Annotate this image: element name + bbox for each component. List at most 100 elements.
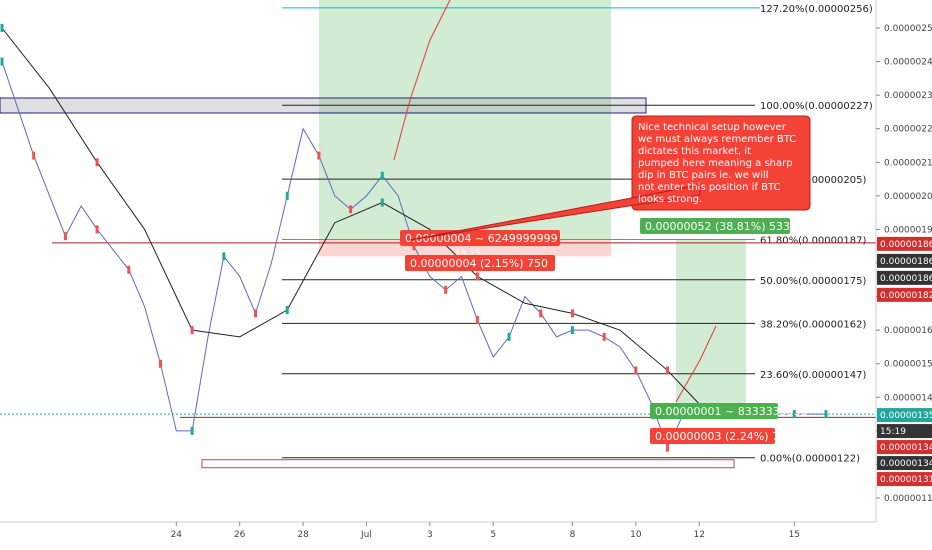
candle-1-10 [475,272,479,281]
note-line-5: not enter this position if BTC [638,182,780,193]
position-1-entry-label: 0.00000004 ~ 6249999999 [405,232,558,245]
time-tick-label-7: 10 [630,530,642,540]
position-1-sub-label: 19.75 [455,249,481,259]
candle-0-14 [222,252,226,261]
price-badge-5 [877,424,932,439]
candle-0-6 [95,225,99,234]
time-tick-label-8: 12 [694,530,705,540]
candle-1-0 [0,24,4,32]
price-badge-label-5: 15:19 [880,427,906,437]
candle-1-8 [380,198,384,207]
price-badge-4 [877,408,932,423]
candle-0-36 [570,326,574,335]
candle-0-4 [63,232,67,241]
price-badge-label-6: 0.00000134 [880,443,932,453]
note-line-0: Nice technical setup however [638,122,787,133]
time-tick-label-1: 26 [234,530,246,540]
projection-2 [675,325,717,403]
candle-0-0 [0,57,4,66]
candle-0-12 [190,426,194,435]
position-2-stop-tag [650,428,775,444]
price-badge-label-4: 0.00000135 [880,411,932,421]
position-1-stop-label: 0.00000004 (2.15%) 750 [410,257,548,270]
candle-0-10 [158,359,162,368]
series-line-1 [1,27,700,405]
candle-0-42 [666,443,670,452]
time-tick-label-6: 8 [570,530,576,540]
time-tick-label-2: 28 [297,530,309,540]
candle-1-6 [285,306,289,314]
candle-1-14 [666,366,670,375]
position-2-target-tag [640,218,790,234]
candle-0-16 [254,309,258,318]
projection-1 [393,0,451,161]
candle-0-30 [475,316,479,325]
note-arrow [409,184,701,241]
candle-0-40 [634,366,638,375]
fib-label-2: 76.40%(0.00000205) [760,175,866,186]
price-badge-0 [877,236,932,251]
time-tick-label-0: 24 [171,530,183,540]
candle-0-38 [602,332,606,341]
price-badge-label-1: 0.00000186 [880,257,932,267]
fib-label-3: 61.80%(0.00000187) [760,236,866,247]
candle-0-52 [824,410,828,419]
fib-label-6: 23.60%(0.00000147) [760,370,866,381]
note-line-2: dictates this market, it [638,146,751,157]
time-tick-label-9: 15 [789,530,800,540]
position-2-stop-label: 0.00000003 (2.24%) 750 [655,430,793,443]
fib-label-5: 38.20%(0.00000162) [760,319,866,330]
price-badge-label-3: 0.00000182 [880,291,932,301]
time-tick-label-5: 5 [490,530,496,540]
candle-0-8 [127,265,131,274]
note-line-1: we must always remember BTC [638,134,796,145]
note-line-6: looks strong. [638,194,702,205]
candle-0-50 [792,410,796,419]
position-2-entry-tag [650,403,778,419]
price-badge-6 [877,440,932,455]
fib-label-0: 127.20%(0.00000256) [760,4,873,15]
position-2-target-label: 0.00000052 (38.81%) 5333.33 [645,220,815,233]
price-badge-label-8: 0.00000131 [880,475,932,485]
price-badge-7 [877,456,932,471]
note-box [631,115,811,211]
price-badge-2 [877,270,932,285]
candle-1-2 [95,158,99,167]
note-line-3: pumped here meaning a sharp [638,158,793,169]
support-box [201,459,735,469]
target-zone-2 [676,239,746,415]
price-badge-label-0: 0.00000186 [880,240,932,250]
candle-0-24 [380,171,384,180]
candle-0-34 [539,309,543,318]
candle-0-18 [285,191,289,200]
candle-0-26 [412,242,416,251]
price-badge-8 [877,472,932,487]
candle-0-22 [349,205,353,214]
note-line-4: dip in BTC pairs ie. we will [638,170,769,181]
price-badge-3 [877,287,932,302]
candle-0-32 [507,332,511,341]
position-1-stop-tag [405,255,555,271]
fib-label-1: 100.00%(0.00000227) [760,101,873,112]
fib-label-4: 50.00%(0.00000175) [760,276,866,287]
time-tick-label-3: Jul [360,530,372,540]
candle-1-12 [570,309,574,318]
candle-0-28 [444,285,448,294]
candle-0-2 [32,151,36,160]
price-badge-label-7: 0.00000134 [880,459,932,469]
fib-label-7: 0.00%(0.00000122) [760,454,860,465]
position-2-entry-label: 0.00000001 ~ 8333333333 [655,405,808,418]
